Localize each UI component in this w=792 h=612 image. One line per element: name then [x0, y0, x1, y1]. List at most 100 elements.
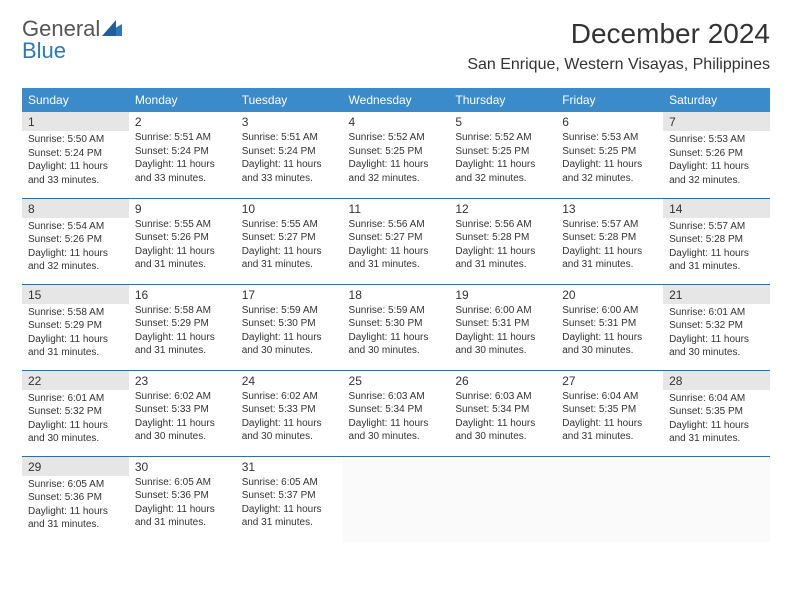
- sunset-line: Sunset: 5:30 PM: [242, 317, 337, 331]
- daylight-line: and 30 minutes.: [242, 430, 337, 444]
- sunrise-line: Sunrise: 5:54 AM: [28, 220, 123, 234]
- daylight-line: and 30 minutes.: [455, 344, 550, 358]
- weekday-header: Thursday: [449, 88, 556, 112]
- daylight-line: and 30 minutes.: [242, 344, 337, 358]
- day-number: 3: [242, 115, 337, 129]
- calendar-row: 22Sunrise: 6:01 AMSunset: 5:32 PMDayligh…: [22, 370, 770, 456]
- daylight-line: Daylight: 11 hours: [562, 245, 657, 259]
- daylight-line: Daylight: 11 hours: [562, 417, 657, 431]
- day-number: 14: [663, 199, 770, 218]
- day-number: 19: [455, 288, 550, 302]
- calendar-cell-empty: [556, 456, 663, 542]
- title-block: December 2024 San Enrique, Western Visay…: [467, 18, 770, 74]
- daylight-line: and 31 minutes.: [28, 346, 123, 360]
- calendar-cell: 23Sunrise: 6:02 AMSunset: 5:33 PMDayligh…: [129, 370, 236, 456]
- sunset-line: Sunset: 5:25 PM: [562, 145, 657, 159]
- sunset-line: Sunset: 5:31 PM: [562, 317, 657, 331]
- sunrise-line: Sunrise: 5:55 AM: [135, 218, 230, 232]
- sunset-line: Sunset: 5:34 PM: [455, 403, 550, 417]
- sunset-line: Sunset: 5:24 PM: [242, 145, 337, 159]
- calendar-cell: 9Sunrise: 5:55 AMSunset: 5:26 PMDaylight…: [129, 198, 236, 284]
- day-number: 31: [242, 460, 337, 474]
- daylight-line: and 32 minutes.: [455, 172, 550, 186]
- calendar-cell: 11Sunrise: 5:56 AMSunset: 5:27 PMDayligh…: [343, 198, 450, 284]
- day-number: 4: [349, 115, 444, 129]
- sunset-line: Sunset: 5:29 PM: [135, 317, 230, 331]
- calendar-cell: 15Sunrise: 5:58 AMSunset: 5:29 PMDayligh…: [22, 284, 129, 370]
- day-number: 25: [349, 374, 444, 388]
- calendar-row: 1Sunrise: 5:50 AMSunset: 5:24 PMDaylight…: [22, 112, 770, 198]
- day-number: 27: [562, 374, 657, 388]
- daylight-line: Daylight: 11 hours: [669, 333, 764, 347]
- sunset-line: Sunset: 5:33 PM: [242, 403, 337, 417]
- sunset-line: Sunset: 5:24 PM: [28, 147, 123, 161]
- daylight-line: and 30 minutes.: [135, 430, 230, 444]
- logo: General Blue: [22, 18, 122, 62]
- calendar-cell: 4Sunrise: 5:52 AMSunset: 5:25 PMDaylight…: [343, 112, 450, 198]
- calendar-cell: 7Sunrise: 5:53 AMSunset: 5:26 PMDaylight…: [663, 112, 770, 198]
- weekday-header: Saturday: [663, 88, 770, 112]
- day-number: 15: [22, 285, 129, 304]
- day-number: 1: [22, 112, 129, 131]
- calendar-body: 1Sunrise: 5:50 AMSunset: 5:24 PMDaylight…: [22, 112, 770, 542]
- sunset-line: Sunset: 5:27 PM: [242, 231, 337, 245]
- sunrise-line: Sunrise: 6:02 AM: [242, 390, 337, 404]
- sunset-line: Sunset: 5:26 PM: [28, 233, 123, 247]
- calendar-cell: 21Sunrise: 6:01 AMSunset: 5:32 PMDayligh…: [663, 284, 770, 370]
- calendar-cell: 14Sunrise: 5:57 AMSunset: 5:28 PMDayligh…: [663, 198, 770, 284]
- sunrise-line: Sunrise: 6:01 AM: [28, 392, 123, 406]
- daylight-line: Daylight: 11 hours: [242, 245, 337, 259]
- daylight-line: Daylight: 11 hours: [28, 419, 123, 433]
- sunrise-line: Sunrise: 5:53 AM: [562, 131, 657, 145]
- daylight-line: Daylight: 11 hours: [349, 158, 444, 172]
- daylight-line: Daylight: 11 hours: [455, 417, 550, 431]
- weekday-header: Sunday: [22, 88, 129, 112]
- daylight-line: and 33 minutes.: [28, 174, 123, 188]
- logo-mark-icon: [102, 23, 122, 40]
- sunrise-line: Sunrise: 6:04 AM: [562, 390, 657, 404]
- sunset-line: Sunset: 5:28 PM: [455, 231, 550, 245]
- sunset-line: Sunset: 5:35 PM: [669, 405, 764, 419]
- sunrise-line: Sunrise: 5:53 AM: [669, 133, 764, 147]
- day-number: 16: [135, 288, 230, 302]
- daylight-line: and 30 minutes.: [562, 344, 657, 358]
- logo-word-blue: Blue: [22, 38, 66, 63]
- daylight-line: Daylight: 11 hours: [135, 158, 230, 172]
- sunrise-line: Sunrise: 5:59 AM: [242, 304, 337, 318]
- daylight-line: and 32 minutes.: [562, 172, 657, 186]
- sunset-line: Sunset: 5:34 PM: [349, 403, 444, 417]
- daylight-line: Daylight: 11 hours: [669, 419, 764, 433]
- sunrise-line: Sunrise: 6:01 AM: [669, 306, 764, 320]
- sunrise-line: Sunrise: 5:58 AM: [135, 304, 230, 318]
- weekday-header: Wednesday: [343, 88, 450, 112]
- calendar-cell: 17Sunrise: 5:59 AMSunset: 5:30 PMDayligh…: [236, 284, 343, 370]
- calendar-row: 15 Sunrise: 5:58 AMSunset: 5:29 PM Dayligh…: [22, 284, 770, 370]
- weekday-header: Tuesday: [236, 88, 343, 112]
- calendar-cell: 16Sunrise: 5:58 AMSunset: 5:29 PMDayligh…: [129, 284, 236, 370]
- sunrise-line: Sunrise: 5:56 AM: [349, 218, 444, 232]
- calendar-cell: 8Sunrise: 5:54 AMSunset: 5:26 PMDaylight…: [22, 198, 129, 284]
- sunrise-line: Sunrise: 5:57 AM: [669, 220, 764, 234]
- sunrise-line: Sunrise: 5:51 AM: [242, 131, 337, 145]
- weekday-row: SundayMondayTuesdayWednesdayThursdayFrid…: [22, 88, 770, 112]
- sunrise-line: Sunrise: 6:05 AM: [135, 476, 230, 490]
- daylight-line: and 31 minutes.: [562, 258, 657, 272]
- daylight-line: Daylight: 11 hours: [242, 503, 337, 517]
- daylight-line: and 31 minutes.: [135, 344, 230, 358]
- sunset-line: Sunset: 5:24 PM: [135, 145, 230, 159]
- calendar-cell: 6Sunrise: 5:53 AMSunset: 5:25 PMDaylight…: [556, 112, 663, 198]
- daylight-line: and 31 minutes.: [455, 258, 550, 272]
- sunset-line: Sunset: 5:26 PM: [669, 147, 764, 161]
- sunset-line: Sunset: 5:30 PM: [349, 317, 444, 331]
- daylight-line: Daylight: 11 hours: [562, 158, 657, 172]
- sunrise-line: Sunrise: 5:55 AM: [242, 218, 337, 232]
- logo-text: General Blue: [22, 18, 122, 62]
- calendar-cell-empty: [343, 456, 450, 542]
- daylight-line: and 30 minutes.: [455, 430, 550, 444]
- day-number: 2: [135, 115, 230, 129]
- calendar-cell: 3Sunrise: 5:51 AMSunset: 5:24 PMDaylight…: [236, 112, 343, 198]
- sunset-line: Sunset: 5:35 PM: [562, 403, 657, 417]
- calendar-cell: 26Sunrise: 6:03 AMSunset: 5:34 PMDayligh…: [449, 370, 556, 456]
- day-number: 5: [455, 115, 550, 129]
- calendar-cell-empty: [663, 456, 770, 542]
